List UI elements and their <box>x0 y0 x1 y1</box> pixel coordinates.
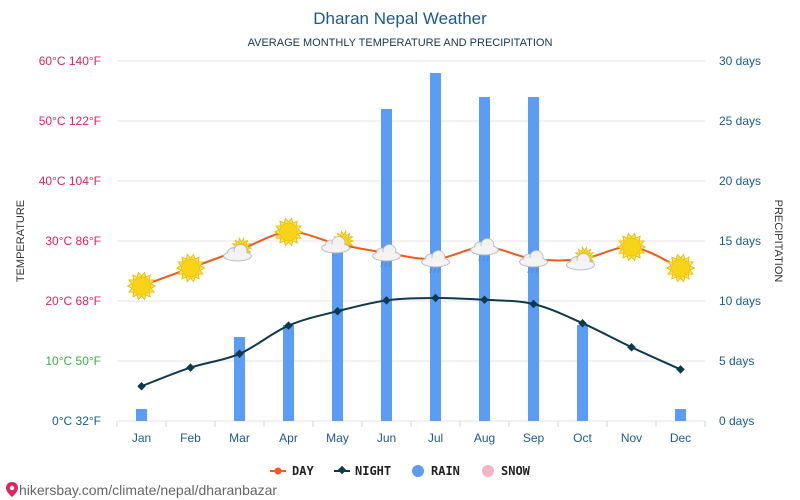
night-point[interactable] <box>382 296 391 305</box>
sun-icon <box>273 217 304 247</box>
rain-bars <box>136 73 686 421</box>
left-tick-label: 20°C 68°F <box>45 294 101 308</box>
right-axis-ticks: 30 days 25 days 20 days 15 days 10 days 5 day… <box>719 54 761 428</box>
legend-snow-label: SNOW <box>501 464 531 478</box>
night-point[interactable] <box>137 381 146 391</box>
rain-bar[interactable] <box>283 325 294 421</box>
cloud-rain-icon <box>470 238 499 262</box>
sun-cloud-icon <box>566 246 596 271</box>
legend-rain[interactable]: RAIN <box>412 464 460 478</box>
right-tick-label: 25 days <box>719 114 761 128</box>
x-axis-ticks: Jan Feb Mar Apr May Jun Jul Aug Sep Oct Nov Dec <box>132 431 691 445</box>
night-point[interactable] <box>578 318 587 328</box>
right-tick-label: 30 days <box>719 54 761 68</box>
legend-snow-marker <box>482 465 494 477</box>
sun-icon <box>126 271 157 301</box>
legend-rain-marker <box>412 465 424 477</box>
right-tick-label: 20 days <box>719 174 761 188</box>
rain-bar[interactable] <box>577 325 588 421</box>
night-point[interactable] <box>529 299 538 309</box>
sun-cloud-icon <box>223 237 253 262</box>
location-pin-icon <box>6 482 18 497</box>
right-axis-title: PRECIPITATION <box>772 200 784 283</box>
right-tick-label: 5 days <box>719 354 754 368</box>
left-tick-label: 40°C 104°F <box>39 174 101 188</box>
right-tick-label: 15 days <box>719 234 761 248</box>
rain-bar[interactable] <box>479 97 490 421</box>
x-tick-label: Oct <box>573 431 592 445</box>
right-tick-label: 0 days <box>719 414 754 428</box>
day-temperature-line <box>141 230 681 287</box>
night-point[interactable] <box>186 363 195 372</box>
rain-bar[interactable] <box>234 337 245 421</box>
night-point[interactable] <box>627 342 636 352</box>
chart-subtitle: AVERAGE MONTHLY TEMPERATURE AND PRECIPIT… <box>248 37 553 49</box>
legend-rain-label: RAIN <box>431 464 460 478</box>
x-tick-label: Mar <box>229 431 250 445</box>
x-tick-label: Jul <box>428 431 443 445</box>
night-point[interactable] <box>235 349 244 359</box>
x-tick-label: Apr <box>279 431 298 445</box>
legend-night[interactable]: NIGHT <box>334 464 391 478</box>
x-tick-label: Sep <box>523 431 545 445</box>
weather-icons <box>126 217 696 301</box>
x-tick-label: Nov <box>621 431 642 445</box>
legend-day[interactable]: DAY <box>270 464 314 478</box>
sun-icon <box>616 232 647 262</box>
x-tick-label: Aug <box>474 431 495 445</box>
cloud-rain-icon <box>519 250 548 274</box>
night-point[interactable] <box>480 295 489 305</box>
left-axis-ticks: 60°C 140°F 50°C 122°F 40°C 104°F 30°C 86°F 2… <box>39 54 101 428</box>
cloud-rain-icon <box>421 250 450 274</box>
legend-day-label: DAY <box>292 464 314 478</box>
right-tick-label: 10 days <box>719 294 761 308</box>
legend: DAY NIGHT RAIN SNOW <box>270 464 531 478</box>
rain-bar[interactable] <box>332 241 343 421</box>
x-tick-label: Dec <box>670 431 691 445</box>
temperature-lines <box>137 230 685 391</box>
x-tick-label: Feb <box>180 431 201 445</box>
rain-bar[interactable] <box>136 409 147 421</box>
left-tick-label: 10°C 50°F <box>45 354 101 368</box>
left-tick-label: 50°C 122°F <box>39 114 101 128</box>
cloud-sun-icon <box>321 230 355 254</box>
left-tick-label: 60°C 140°F <box>39 54 101 68</box>
x-tick-label: Jun <box>377 431 396 445</box>
source-link[interactable]: hikersbay.com/climate/nepal/dharanbazar <box>6 482 277 498</box>
x-tick-label: Jan <box>132 431 151 445</box>
left-axis-title: TEMPERATURE <box>15 200 27 282</box>
rain-bar[interactable] <box>675 409 686 421</box>
legend-night-marker <box>337 465 347 475</box>
cloud-rain-icon <box>372 244 401 268</box>
left-tick-label: 30°C 86°F <box>45 234 101 248</box>
legend-night-label: NIGHT <box>355 464 391 478</box>
night-point[interactable] <box>676 365 685 374</box>
night-point[interactable] <box>333 306 342 316</box>
legend-day-marker <box>274 467 282 475</box>
night-point[interactable] <box>284 321 293 330</box>
gridlines <box>116 60 706 427</box>
legend-snow[interactable]: SNOW <box>482 464 531 478</box>
source-text: hikersbay.com/climate/nepal/dharanbazar <box>19 482 277 498</box>
sun-icon <box>665 253 696 283</box>
rain-bar[interactable] <box>381 109 392 421</box>
x-tick-label: May <box>326 431 349 445</box>
night-temperature-line <box>141 296 681 388</box>
rain-bar[interactable] <box>430 73 441 421</box>
chart-title: Dharan Nepal Weather <box>313 9 487 28</box>
left-tick-label: 0°C 32°F <box>52 414 101 428</box>
night-point[interactable] <box>431 293 440 303</box>
sun-icon <box>175 253 206 283</box>
